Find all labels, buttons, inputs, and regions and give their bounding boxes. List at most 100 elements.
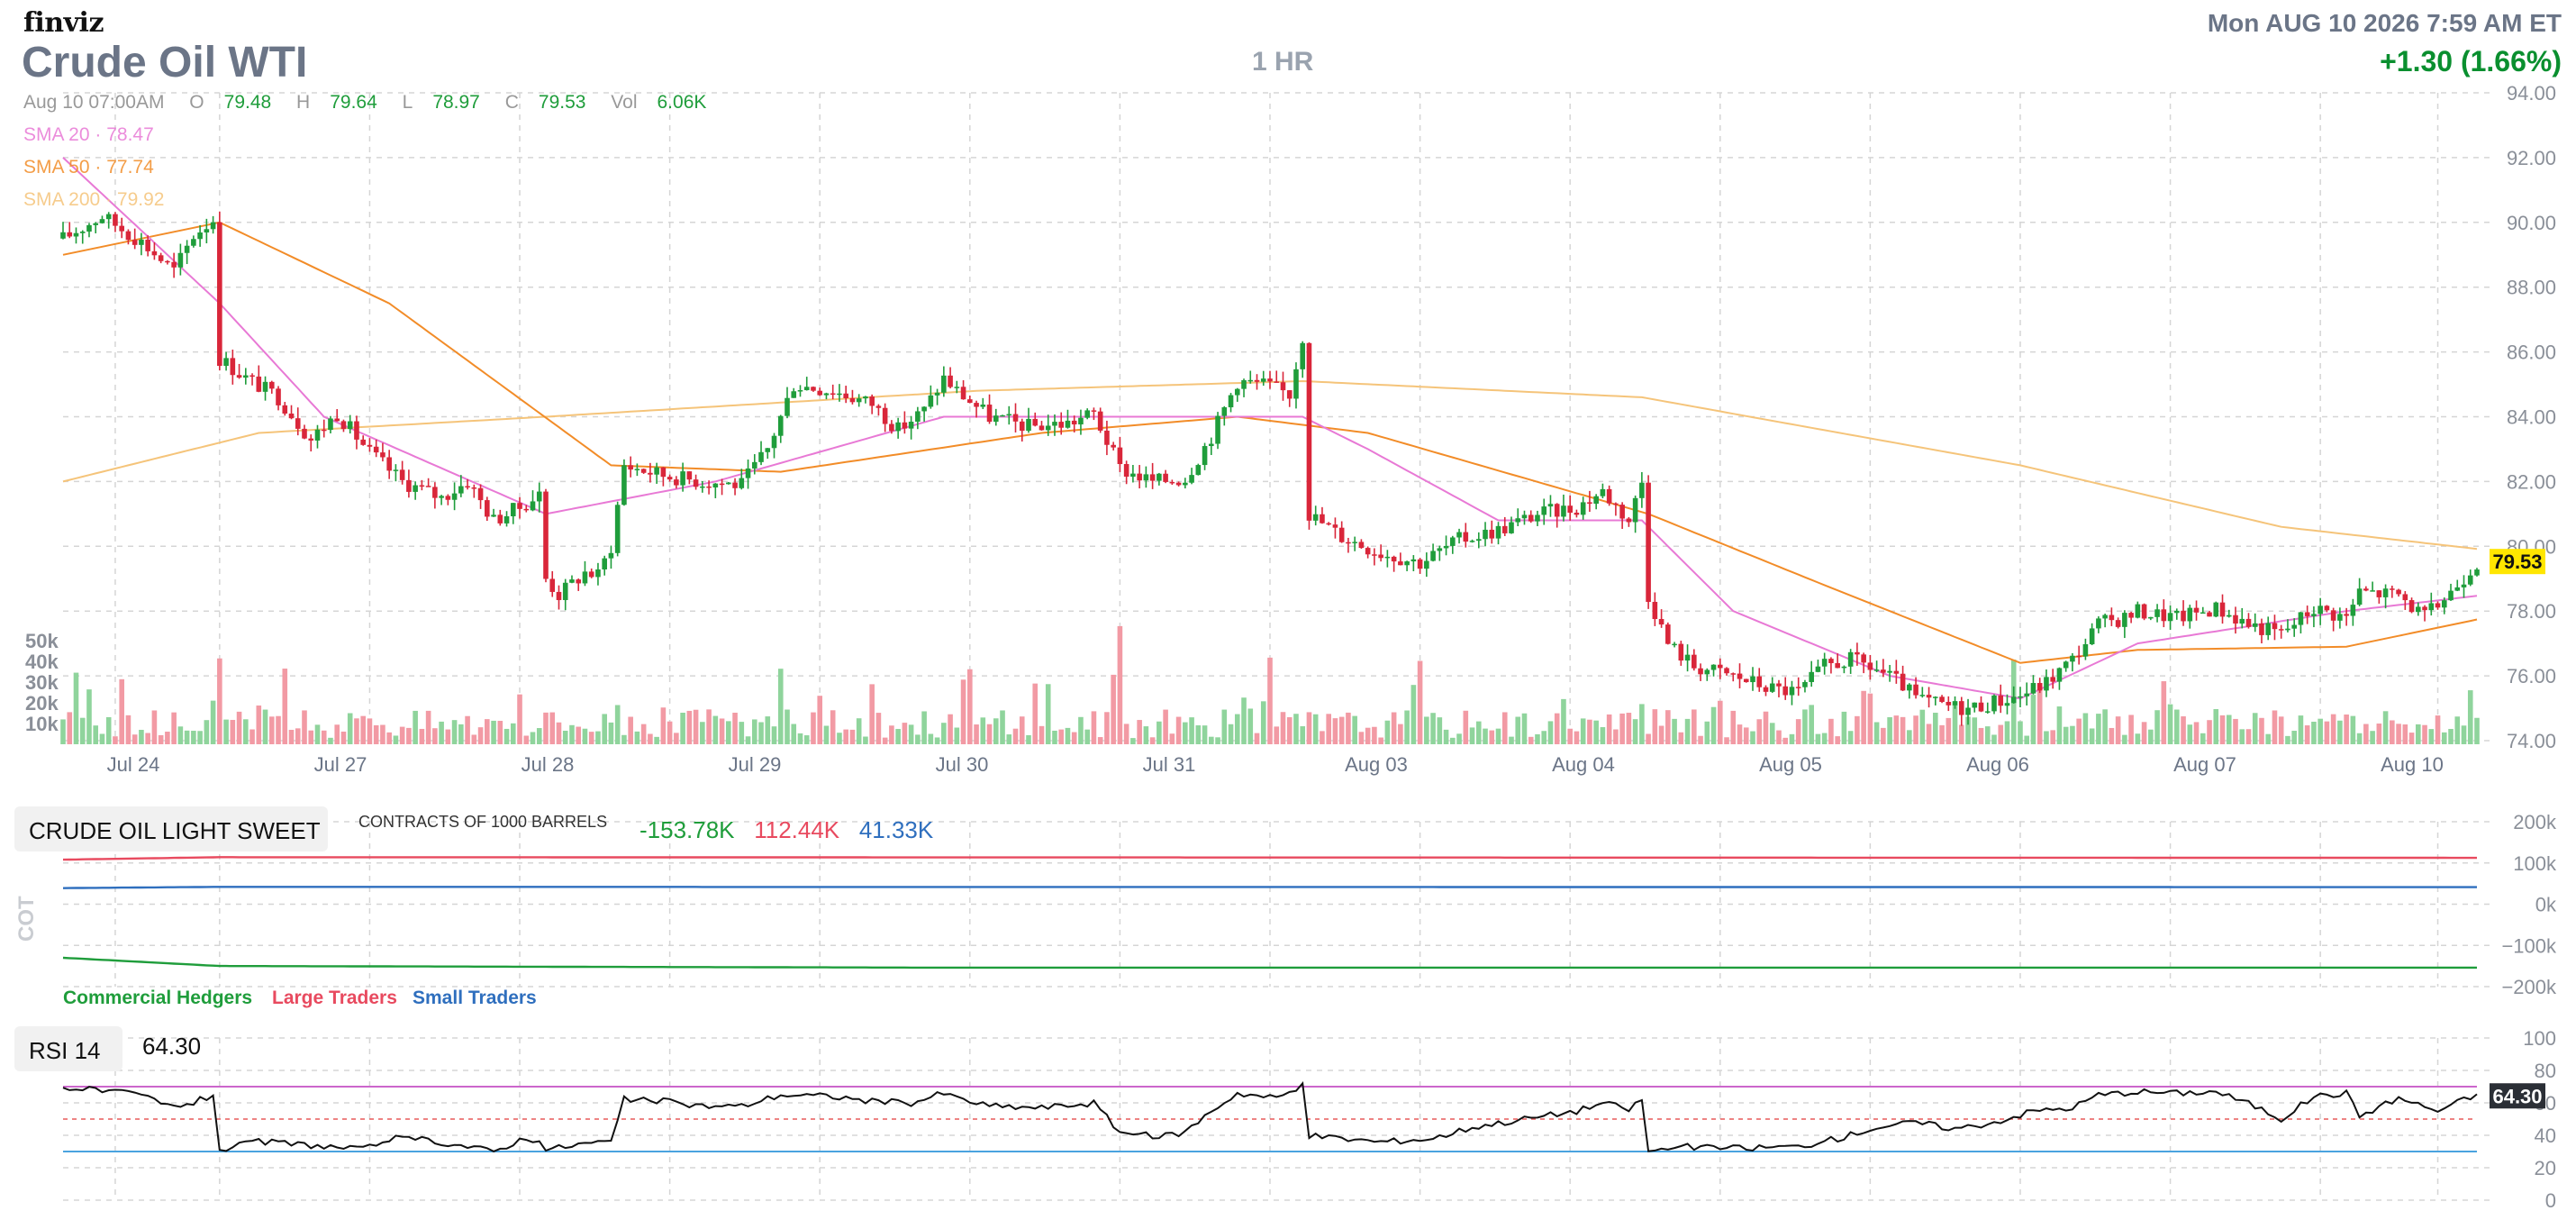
volume-bar bbox=[2070, 725, 2075, 744]
volume-bar bbox=[295, 728, 301, 744]
candle-body bbox=[2422, 606, 2427, 611]
volume-bar bbox=[2408, 733, 2415, 744]
volume-bar bbox=[582, 728, 588, 744]
volume-bar bbox=[974, 724, 979, 744]
volume-bar bbox=[380, 724, 385, 744]
volume-bar bbox=[1841, 711, 1847, 744]
candle-body bbox=[1521, 514, 1528, 519]
candle-body bbox=[1221, 407, 1228, 416]
candle-body bbox=[151, 250, 158, 256]
price-tick: 74.00 bbox=[2507, 730, 2556, 752]
candle-body bbox=[889, 423, 894, 432]
candle-body bbox=[908, 422, 914, 429]
volume-bar bbox=[93, 725, 99, 744]
candle-body bbox=[1946, 701, 1952, 706]
candle-body bbox=[751, 461, 757, 469]
candle-body bbox=[93, 223, 99, 225]
candle-body bbox=[1547, 504, 1554, 507]
candle-body bbox=[210, 222, 216, 230]
candle-body bbox=[1437, 548, 1443, 551]
volume-bar bbox=[1587, 719, 1592, 744]
volume-bar bbox=[1495, 728, 1501, 744]
volume-bar bbox=[73, 672, 79, 744]
candle-body bbox=[2154, 609, 2160, 617]
volume-bar bbox=[1515, 716, 1521, 744]
volume-bar bbox=[1306, 712, 1312, 744]
price-tick: 84.00 bbox=[2507, 406, 2556, 429]
candle-body bbox=[1495, 525, 1501, 539]
candle-body bbox=[295, 418, 301, 429]
volume-bar bbox=[262, 709, 268, 744]
volume-bar bbox=[2161, 681, 2167, 744]
volume-bar bbox=[1175, 716, 1182, 744]
volume-bar bbox=[837, 733, 842, 744]
candle-body bbox=[1528, 514, 1534, 522]
volume-bar bbox=[249, 729, 255, 744]
candle-body bbox=[308, 438, 314, 441]
candle-body bbox=[288, 414, 295, 419]
volume-bar bbox=[1776, 730, 1782, 744]
volume-bar bbox=[1183, 722, 1188, 744]
candle-body bbox=[2376, 590, 2382, 597]
candle-body bbox=[1972, 702, 1978, 708]
timeframe-label[interactable]: 1 HR bbox=[1252, 47, 1314, 77]
volume-bar bbox=[2174, 709, 2180, 744]
candle-body bbox=[2010, 696, 2017, 704]
candle-body bbox=[1320, 514, 1325, 523]
volume-bar bbox=[2181, 716, 2186, 744]
candle-body bbox=[602, 558, 607, 569]
volume-bar bbox=[2018, 721, 2023, 744]
volume-bar bbox=[497, 721, 503, 744]
volume-bar bbox=[2304, 725, 2310, 744]
volume-bar bbox=[1019, 716, 1025, 744]
candle-body bbox=[497, 514, 503, 523]
candle-body bbox=[2233, 614, 2238, 624]
volume-bar bbox=[2056, 706, 2063, 744]
candle-body bbox=[2356, 588, 2363, 605]
candle-body bbox=[223, 358, 229, 367]
ohlc-readout: Aug 10 07:00AM O 79.48 H 79.64 L 78.97 C 79.… bbox=[23, 92, 726, 114]
volume-bar bbox=[471, 734, 477, 744]
volume-bar bbox=[2370, 731, 2375, 744]
cot-tick: 100k bbox=[2513, 852, 2557, 875]
candle-body bbox=[1430, 551, 1436, 561]
candle-body bbox=[1130, 473, 1136, 478]
candle-body bbox=[1619, 505, 1625, 519]
legend-small[interactable]: Small Traders bbox=[413, 988, 537, 1008]
candle-body bbox=[2382, 588, 2389, 597]
volume-bar bbox=[230, 719, 236, 744]
volume-bar bbox=[1743, 727, 1749, 744]
volume-bar bbox=[1228, 724, 1234, 744]
volume-bar bbox=[1809, 705, 1814, 744]
volume-bar bbox=[523, 735, 530, 744]
candle-body bbox=[536, 491, 542, 502]
candle-body bbox=[1763, 687, 1769, 692]
candle-body bbox=[1143, 474, 1149, 481]
volume-bar bbox=[1855, 715, 1860, 744]
sma20-line bbox=[62, 157, 2478, 700]
volume-bar bbox=[921, 711, 927, 744]
candle-body bbox=[1391, 556, 1397, 562]
candle-body bbox=[425, 486, 431, 487]
finviz-logo[interactable]: finviz bbox=[23, 7, 104, 39]
sma20-path bbox=[62, 157, 2478, 700]
volume-bar bbox=[2226, 715, 2232, 744]
candle-body bbox=[2370, 590, 2375, 592]
candle-body bbox=[2396, 589, 2401, 595]
candle-body bbox=[282, 405, 288, 414]
candle-body bbox=[1710, 664, 1717, 670]
candle-body bbox=[1626, 518, 1632, 523]
rsi-tick: 100 bbox=[2523, 1027, 2556, 1050]
volume-bar bbox=[1893, 715, 1900, 744]
candle-body bbox=[2390, 588, 2395, 590]
candle-body bbox=[1698, 668, 1703, 675]
candle-body bbox=[2441, 600, 2447, 608]
candle-body bbox=[1672, 643, 1677, 646]
legend-large[interactable]: Large Traders bbox=[272, 988, 397, 1008]
legend-commercial[interactable]: Commercial Hedgers bbox=[63, 988, 253, 1008]
volume-bar bbox=[1052, 730, 1057, 744]
candle-body bbox=[1919, 695, 1926, 696]
volume-bar bbox=[425, 710, 431, 744]
candle-body bbox=[399, 469, 405, 480]
volume-bar bbox=[1450, 737, 1456, 744]
